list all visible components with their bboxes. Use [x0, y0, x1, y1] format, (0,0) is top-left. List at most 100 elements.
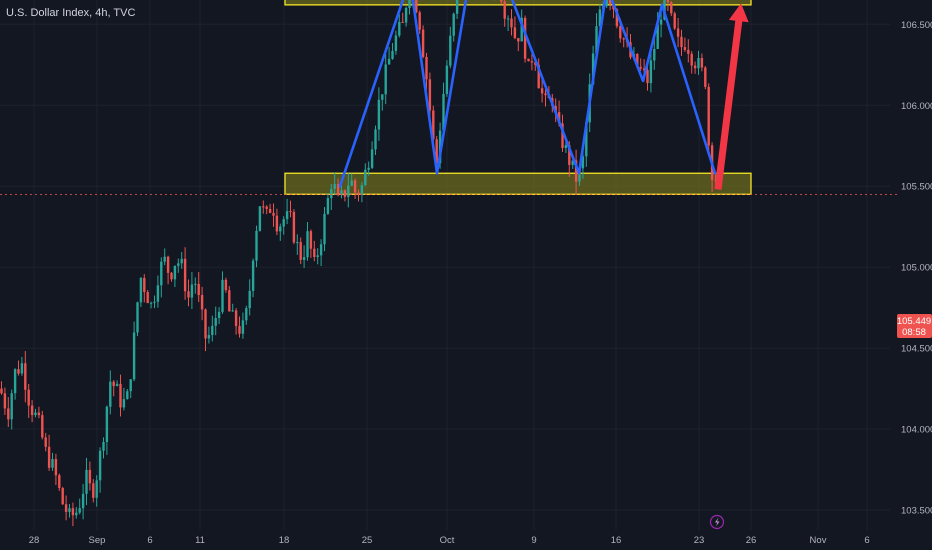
- candle-body: [166, 256, 170, 273]
- candle-body: [292, 211, 296, 243]
- candle-body: [591, 53, 595, 85]
- candle-body: [605, 0, 608, 7]
- candle-body: [143, 277, 146, 293]
- candle-body: [119, 383, 122, 408]
- candle-body: [432, 110, 435, 140]
- candle-body: [506, 18, 510, 20]
- x-tick-label: 25: [362, 535, 373, 546]
- support-zone: [284, 172, 752, 195]
- candle-body: [248, 290, 251, 309]
- candle-body: [231, 310, 234, 312]
- candle-body: [445, 65, 449, 94]
- candle-body: [364, 169, 367, 185]
- candle-body: [0, 388, 3, 394]
- candle-body: [224, 279, 228, 291]
- pattern-layer: [338, 0, 749, 190]
- candle-body: [659, 19, 663, 25]
- candle-body: [449, 35, 452, 66]
- y-tick-label: 104.500: [901, 344, 932, 355]
- candle-body: [636, 53, 639, 67]
- candle-body: [578, 168, 581, 182]
- candle-body: [302, 257, 306, 260]
- x-tick-label: 6: [864, 535, 869, 546]
- candle-body: [595, 26, 598, 54]
- candle-body: [282, 219, 285, 227]
- candle-body: [262, 206, 265, 208]
- candle-body: [333, 184, 336, 189]
- candle-body: [285, 211, 289, 220]
- candle-body: [666, 0, 670, 3]
- candle-body: [71, 508, 75, 516]
- candle-body: [149, 302, 153, 304]
- price-badge-value: 105.449: [897, 316, 931, 327]
- candle-body: [41, 415, 44, 438]
- candle-body: [520, 17, 523, 42]
- candle-body: [156, 285, 160, 302]
- price-badge: 105.449 08:58: [897, 314, 932, 338]
- candle-body: [187, 291, 190, 298]
- candle-body: [619, 26, 622, 39]
- candle-body: [27, 389, 30, 406]
- candle-body: [336, 184, 340, 196]
- candle-body: [523, 17, 527, 59]
- candle-body: [425, 56, 428, 80]
- candle-body: [221, 279, 224, 312]
- candle-body: [211, 325, 214, 336]
- candle-body: [241, 320, 245, 334]
- candle-body: [299, 242, 302, 260]
- candle-body: [707, 86, 710, 146]
- candle-body: [98, 450, 102, 481]
- candle-body: [581, 156, 585, 169]
- candle-body: [544, 93, 547, 96]
- candle-body: [173, 265, 177, 280]
- candle-body: [391, 50, 394, 59]
- candle-body: [534, 62, 537, 65]
- candle-body: [500, 0, 503, 2]
- candle-body: [160, 261, 163, 286]
- y-tick-label: 104.000: [901, 425, 932, 436]
- candle-body: [700, 57, 704, 68]
- candle-body: [353, 180, 357, 193]
- candle-body: [146, 292, 149, 304]
- candle-body: [561, 123, 564, 148]
- candle-body: [44, 437, 47, 447]
- x-tick-label: Oct: [440, 535, 455, 546]
- candle-body: [394, 35, 398, 51]
- x-tick-label: Nov: [810, 535, 827, 546]
- candle-body: [517, 38, 520, 42]
- candle-body: [313, 248, 316, 257]
- candle-body: [309, 231, 313, 249]
- lightning-icon[interactable]: [709, 514, 725, 530]
- candle-body: [323, 213, 326, 245]
- candle-body: [513, 27, 517, 39]
- x-tick-label: 28: [29, 535, 40, 546]
- candle-body: [13, 369, 17, 394]
- candle-body: [384, 64, 387, 95]
- candle-body: [275, 215, 279, 232]
- y-tick-label: 103.500: [901, 506, 932, 517]
- candle-body: [530, 61, 534, 63]
- candle-body: [343, 190, 347, 197]
- candle-body: [265, 206, 268, 209]
- candle-body: [370, 149, 374, 168]
- x-tick-label: 23: [694, 535, 705, 546]
- candle-body: [585, 122, 588, 157]
- candle-body: [510, 18, 513, 28]
- candle-body: [693, 65, 697, 69]
- candle-body: [180, 258, 183, 264]
- candle-body: [367, 167, 370, 170]
- candle-body: [109, 381, 112, 407]
- candle-body: [571, 160, 574, 165]
- resistance-zone: [284, 0, 752, 6]
- candle-body: [347, 185, 350, 197]
- candle-body: [415, 0, 418, 13]
- candle-body: [673, 13, 676, 29]
- candle-body: [557, 112, 561, 124]
- candle-body: [255, 230, 258, 261]
- candle-body: [690, 53, 693, 66]
- candle-body: [687, 49, 690, 54]
- candle-body: [540, 88, 544, 94]
- candle-body: [387, 58, 391, 65]
